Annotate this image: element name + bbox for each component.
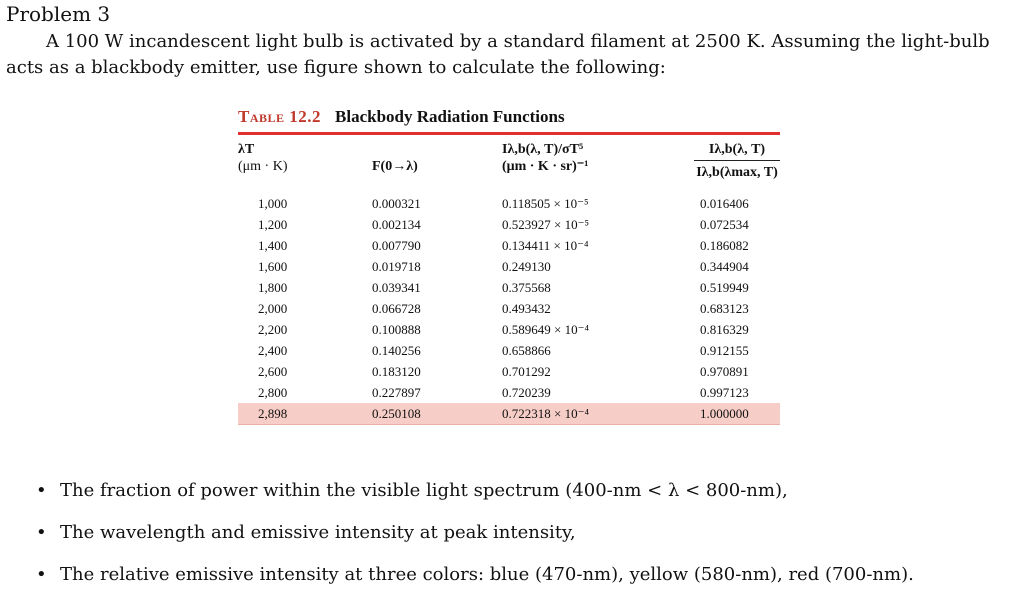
cell-lambda-t: 2,898 bbox=[238, 403, 366, 425]
task-list: • The fraction of power within the visibl… bbox=[30, 478, 1020, 604]
cell-intensity: 0.523927 × 10⁻⁵ bbox=[502, 217, 589, 232]
table-top-rule bbox=[238, 132, 780, 135]
task-text: The relative emissive intensity at three… bbox=[60, 564, 914, 585]
cell-relative-intensity: 0.072534 bbox=[700, 217, 749, 232]
cell-intensity: 0.658866 bbox=[502, 343, 551, 358]
problem-statement: A 100 W incandescent light bulb is activ… bbox=[6, 31, 990, 78]
task-text: The fraction of power within the visible… bbox=[60, 480, 788, 501]
table-row: 1,800 0.039341 0.375568 0.519949 bbox=[238, 277, 780, 298]
cell-intensity: 0.249130 bbox=[502, 259, 551, 274]
cell-fraction: 0.039341 bbox=[372, 280, 421, 295]
header-relative-denominator: Iλ,b(λmax, T) bbox=[696, 165, 778, 180]
cell-lambda-t: 2,400 bbox=[258, 343, 288, 358]
header-lambda-t-symbol: λT bbox=[238, 142, 255, 157]
table-body: 1,000 0.000321 0.118505 × 10⁻⁵ 0.016406 1,20… bbox=[238, 181, 780, 425]
table-title: Blackbody Radiation Functions bbox=[335, 107, 565, 126]
cell-lambda-t: 1,200 bbox=[258, 217, 288, 232]
cell-fraction: 0.019718 bbox=[372, 259, 421, 274]
cell-relative-intensity: 1.000000 bbox=[694, 403, 780, 425]
cell-fraction: 0.007790 bbox=[372, 238, 421, 253]
cell-intensity: 0.722318 × 10⁻⁴ bbox=[496, 403, 694, 425]
cell-lambda-t: 2,200 bbox=[258, 322, 288, 337]
header-lambda-t: λT (μm · K) bbox=[238, 135, 366, 181]
table-caption: Table 12.2 Blackbody Radiation Functions bbox=[238, 106, 780, 130]
header-intensity: Iλ,b(λ, T)/σT⁵ (μm · K · sr)⁻¹ bbox=[496, 135, 694, 181]
task-item: • The fraction of power within the visibl… bbox=[30, 478, 1020, 520]
table-row: 2,800 0.227897 0.720239 0.997123 bbox=[238, 382, 780, 403]
cell-relative-intensity: 0.912155 bbox=[700, 343, 749, 358]
cell-lambda-t: 2,800 bbox=[258, 385, 288, 400]
cell-relative-intensity: 0.816329 bbox=[700, 322, 749, 337]
bullet-icon: • bbox=[36, 480, 47, 501]
cell-fraction: 0.250108 bbox=[366, 403, 496, 425]
header-relative-numerator: Iλ,b(λ, T) bbox=[694, 141, 780, 161]
table-row: 1,400 0.007790 0.134411 × 10⁻⁴ 0.186082 bbox=[238, 235, 780, 256]
cell-fraction: 0.140256 bbox=[372, 343, 421, 358]
task-text: The wavelength and emissive intensity at… bbox=[60, 522, 576, 543]
cell-relative-intensity: 0.186082 bbox=[700, 238, 749, 253]
table-row: 2,400 0.140256 0.658866 0.912155 bbox=[238, 340, 780, 361]
table-row: 1,200 0.002134 0.523927 × 10⁻⁵ 0.072534 bbox=[238, 214, 780, 235]
cell-fraction: 0.002134 bbox=[372, 217, 421, 232]
blackbody-radiation-table: λT (μm · K) F(0→λ) Iλ,b(λ, T)/σT⁵ (μm · … bbox=[238, 135, 780, 425]
bullet-icon: • bbox=[36, 564, 47, 585]
cell-relative-intensity: 0.970891 bbox=[700, 364, 749, 379]
cell-relative-intensity: 0.016406 bbox=[700, 196, 749, 211]
cell-intensity: 0.720239 bbox=[502, 385, 551, 400]
cell-lambda-t: 1,000 bbox=[258, 196, 288, 211]
cell-lambda-t: 1,400 bbox=[258, 238, 288, 253]
cell-fraction: 0.000321 bbox=[372, 196, 421, 211]
header-intensity-expr: Iλ,b(λ, T)/σT⁵ bbox=[502, 142, 584, 157]
cell-intensity: 0.701292 bbox=[502, 364, 551, 379]
cell-lambda-t: 1,800 bbox=[258, 280, 288, 295]
cell-fraction: 0.227897 bbox=[372, 385, 421, 400]
blackbody-table-figure: Table 12.2 Blackbody Radiation Functions … bbox=[238, 106, 780, 425]
cell-intensity: 0.134411 × 10⁻⁴ bbox=[502, 238, 589, 253]
problem-heading: Problem 3 bbox=[6, 2, 111, 26]
bullet-icon: • bbox=[36, 522, 47, 543]
table-spacer-row bbox=[238, 181, 780, 193]
table-row: 2,600 0.183120 0.701292 0.970891 bbox=[238, 361, 780, 382]
header-lambda-t-unit: (μm · K) bbox=[238, 159, 288, 174]
task-item: • The wavelength and emissive intensity a… bbox=[30, 520, 1020, 562]
cell-relative-intensity: 0.519949 bbox=[700, 280, 749, 295]
cell-fraction: 0.066728 bbox=[372, 301, 421, 316]
cell-relative-intensity: 0.997123 bbox=[700, 385, 749, 400]
cell-lambda-t: 2,600 bbox=[258, 364, 288, 379]
cell-relative-intensity: 0.344904 bbox=[700, 259, 749, 274]
table-row: 2,898 0.250108 0.722318 × 10⁻⁴ 1.000000 bbox=[238, 403, 780, 425]
cell-lambda-t: 2,000 bbox=[258, 301, 288, 316]
table-header-row: λT (μm · K) F(0→λ) Iλ,b(λ, T)/σT⁵ (μm · … bbox=[238, 135, 780, 181]
table-row: 1,000 0.000321 0.118505 × 10⁻⁵ 0.016406 bbox=[238, 193, 780, 214]
cell-fraction: 0.183120 bbox=[372, 364, 421, 379]
header-intensity-unit: (μm · K · sr)⁻¹ bbox=[502, 159, 589, 174]
cell-relative-intensity: 0.683123 bbox=[700, 301, 749, 316]
table-row: 2,200 0.100888 0.589649 × 10⁻⁴ 0.816329 bbox=[238, 319, 780, 340]
cell-intensity: 0.589649 × 10⁻⁴ bbox=[502, 322, 589, 337]
cell-intensity: 0.118505 × 10⁻⁵ bbox=[502, 196, 589, 211]
cell-lambda-t: 1,600 bbox=[258, 259, 288, 274]
header-fraction: F(0→λ) bbox=[372, 159, 418, 174]
table-row: 2,000 0.066728 0.493432 0.683123 bbox=[238, 298, 780, 319]
cell-intensity: 0.375568 bbox=[502, 280, 551, 295]
cell-fraction: 0.100888 bbox=[372, 322, 421, 337]
header-relative-intensity: Iλ,b(λ, T) Iλ,b(λmax, T) bbox=[694, 135, 780, 181]
table-row: 1,600 0.019718 0.249130 0.344904 bbox=[238, 256, 780, 277]
table-number: Table 12.2 bbox=[238, 107, 322, 126]
cell-intensity: 0.493432 bbox=[502, 301, 551, 316]
task-item: • The relative emissive intensity at thre… bbox=[30, 562, 1020, 604]
